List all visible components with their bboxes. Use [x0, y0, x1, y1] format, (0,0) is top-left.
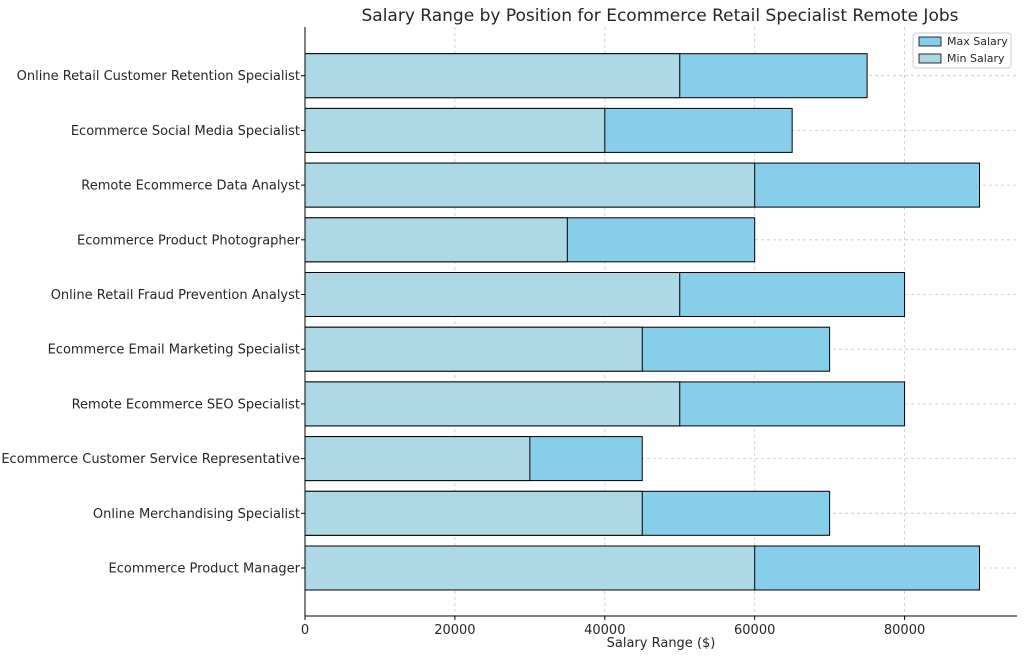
y-tick-label: Remote Ecommerce SEO Specialist: [72, 397, 300, 412]
y-tick-label: Remote Ecommerce Data Analyst: [81, 179, 300, 194]
x-tick-label: 80000: [884, 623, 925, 638]
bar-min-salary-ecommerce-social-media-specialist: [304, 107, 606, 153]
bar-min-salary-ecommerce-product-manager: [304, 545, 756, 591]
x-axis-label: Salary Range ($): [607, 636, 716, 651]
y-tick-label: Online Retail Customer Retention Special…: [17, 69, 300, 84]
bar-min-salary-online-retail-customer-retention-specialist: [304, 53, 681, 99]
bar-min-salary-ecommerce-customer-service-representative: [304, 436, 531, 482]
x-tick-label: 0: [301, 623, 309, 638]
bar-min-salary-online-retail-fraud-prevention-analyst: [304, 272, 681, 317]
y-ticks: Ecommerce Product Manager Online Merchand…: [1, 69, 305, 577]
bar-min-salary-ecommerce-email-marketing-specialist: [304, 326, 643, 372]
x-ticks: 0 20000 40000 60000 80000: [301, 616, 925, 638]
bars-layer: [304, 53, 981, 591]
legend-label-min-salary: Min Salary: [947, 52, 1005, 65]
y-tick-label: Ecommerce Product Photographer: [77, 233, 301, 248]
bar-min-salary-remote-ecommerce-data-analyst: [304, 162, 756, 208]
y-tick-label: Ecommerce Email Marketing Specialist: [48, 343, 300, 358]
bar-min-salary-online-merchandising-specialist: [304, 490, 643, 536]
legend: Max Salary Min Salary: [912, 32, 1012, 69]
legend-swatch-min-salary: [918, 53, 942, 64]
x-tick-label: 40000: [584, 623, 625, 638]
x-tick-label: 60000: [734, 623, 775, 638]
legend-label-max-salary: Max Salary: [947, 35, 1008, 48]
y-tick-label: Online Retail Fraud Prevention Analyst: [51, 288, 300, 303]
axes-layer: [304, 27, 1017, 617]
y-tick-label: Ecommerce Customer Service Representativ…: [1, 452, 300, 467]
y-tick-label: Online Merchandising Specialist: [93, 507, 300, 522]
bar-min-salary-ecommerce-product-photographer: [304, 217, 568, 263]
y-tick-label: Ecommerce Social Media Specialist: [71, 124, 300, 139]
chart-title: Salary Range by Position for Ecommerce R…: [361, 6, 958, 26]
x-tick-label: 20000: [434, 623, 475, 638]
legend-swatch-max-salary: [918, 36, 942, 47]
y-tick-label: Ecommerce Product Manager: [109, 562, 301, 577]
bar-min-salary-remote-ecommerce-seo-specialist: [304, 381, 681, 427]
